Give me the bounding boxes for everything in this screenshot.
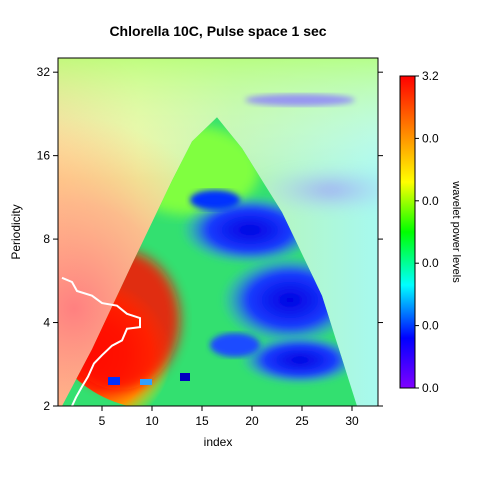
colorbar-tick-label: 0.0 [422, 319, 439, 333]
heatmap-surface [58, 58, 378, 406]
colorbar-tick-label: 0.0 [422, 131, 439, 145]
x-tick-label: 15 [195, 414, 209, 428]
colorbar [399, 75, 416, 389]
plot-frame [57, 57, 379, 407]
colorbar-tick-label: 3.2 [422, 69, 439, 83]
colorbar-label: wavelet power levels [450, 180, 462, 283]
significance-contour [61, 276, 141, 406]
y-axis: 2 4 8 16 32 [37, 65, 383, 413]
x-axis: 5 10 15 20 25 30 [99, 406, 359, 428]
y-tick-label: 16 [37, 149, 51, 163]
colorbar-tick-label: 0.0 [422, 194, 439, 208]
y-tick-label: 2 [43, 399, 50, 413]
colorbar-ticks: 3.2 0.0 0.0 0.0 0.0 0.0 [415, 69, 439, 395]
colorbar-tick-label: 0.0 [422, 381, 439, 395]
y-tick-label: 32 [37, 65, 51, 79]
x-tick-label: 25 [295, 414, 309, 428]
y-tick-label: 8 [43, 232, 50, 246]
colorbar-tick-label: 0.0 [422, 256, 439, 270]
x-tick-label: 20 [245, 414, 259, 428]
x-tick-label: 10 [145, 414, 159, 428]
chart-title: Chlorella 10C, Pulse space 1 sec [109, 23, 326, 39]
x-axis-label: index [204, 435, 233, 449]
y-tick-label: 4 [43, 316, 50, 330]
x-tick-label: 30 [345, 414, 359, 428]
y-axis-label: Periodicity [9, 204, 23, 259]
x-tick-label: 5 [99, 414, 106, 428]
